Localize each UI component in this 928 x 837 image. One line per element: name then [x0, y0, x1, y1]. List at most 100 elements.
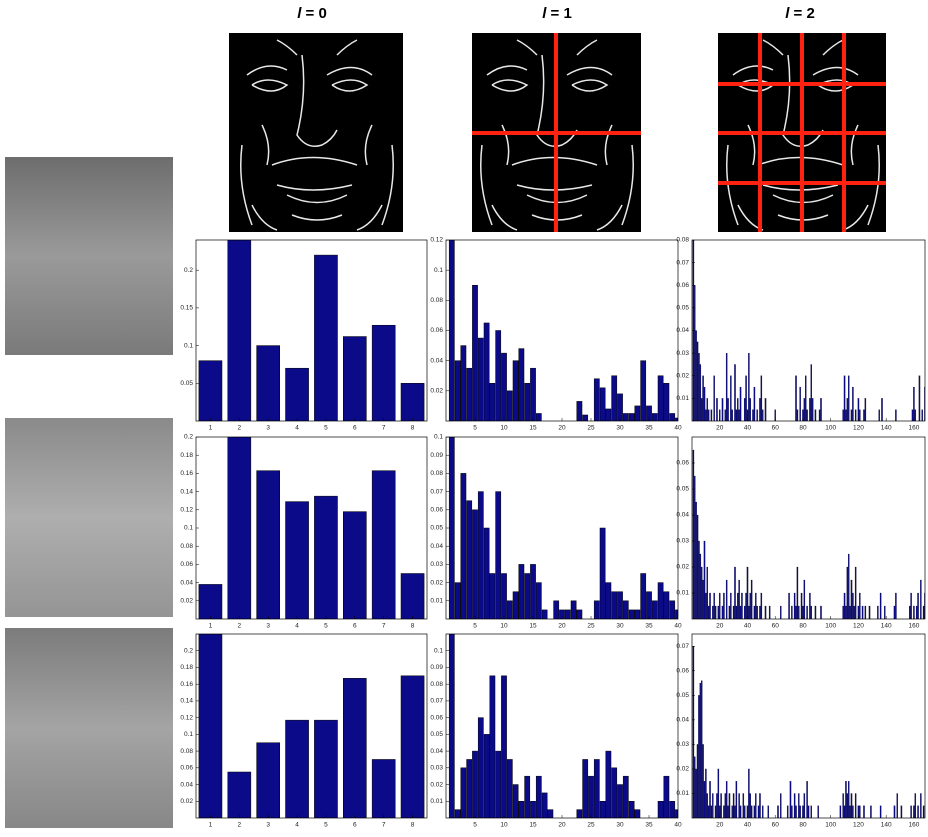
x-tick-label: 3 — [266, 623, 270, 630]
bar — [805, 376, 806, 421]
bar — [740, 606, 741, 619]
y-tick-label: 0.08 — [430, 297, 443, 304]
y-tick-label: 0.14 — [180, 488, 193, 495]
level-symbol: l — [785, 5, 790, 22]
bar — [721, 793, 722, 818]
column-header: l = 0 — [297, 5, 327, 22]
bar — [809, 593, 810, 619]
bar — [606, 409, 611, 421]
bar — [455, 583, 460, 619]
y-tick-label: 0.2 — [184, 434, 193, 441]
x-tick-label: 30 — [616, 623, 624, 630]
bar — [780, 606, 781, 619]
x-tick-label: 100 — [825, 623, 836, 630]
bar — [765, 398, 766, 421]
bar — [623, 776, 628, 818]
x-tick-label: 20 — [558, 425, 566, 432]
y-tick-label: 0.06 — [676, 668, 689, 675]
bar — [812, 398, 813, 421]
bar — [741, 593, 742, 619]
bar — [617, 592, 622, 619]
bar — [729, 606, 730, 619]
bar — [496, 492, 501, 619]
bar — [820, 606, 821, 619]
y-tick-label: 0.01 — [676, 395, 689, 402]
bar — [536, 413, 541, 421]
column-header: l = 2 — [785, 5, 815, 22]
bar — [455, 361, 460, 421]
edge-maps — [229, 33, 886, 232]
bar — [652, 601, 657, 619]
bar — [199, 634, 222, 818]
bar — [800, 387, 801, 421]
x-tick-label: 35 — [645, 425, 653, 432]
level-value: = 0 — [306, 5, 327, 22]
x-tick-label: 60 — [772, 623, 780, 630]
bar — [606, 751, 611, 818]
bar — [577, 401, 582, 421]
bar — [449, 634, 454, 818]
bar — [759, 606, 760, 619]
bar — [700, 554, 701, 619]
bar — [702, 744, 703, 818]
bar — [714, 376, 715, 421]
bar — [730, 376, 731, 421]
bar — [707, 398, 708, 421]
x-tick-label: 5 — [324, 425, 328, 432]
y-tick-label: 0.04 — [430, 543, 443, 550]
bar — [859, 410, 860, 421]
y-tick-label: 0.02 — [430, 388, 443, 395]
bar — [467, 368, 472, 421]
y-tick-label: 0.06 — [430, 327, 443, 334]
bar — [641, 574, 646, 620]
bar — [751, 806, 752, 818]
bar — [286, 720, 309, 818]
face-images — [5, 157, 173, 828]
y-tick-label: 0.06 — [676, 460, 689, 467]
bar — [496, 751, 501, 818]
bar — [696, 769, 697, 818]
bar — [791, 606, 792, 619]
bar — [917, 593, 918, 619]
bar — [755, 793, 756, 818]
bar — [895, 410, 896, 421]
x-tick-label: 8 — [411, 822, 415, 829]
bar — [711, 410, 712, 421]
bar — [809, 398, 810, 421]
bar — [704, 387, 705, 421]
bar — [507, 759, 512, 818]
x-tick-label: 4 — [295, 822, 299, 829]
bar — [806, 781, 807, 818]
bar — [697, 342, 698, 421]
bar — [801, 593, 802, 619]
bar — [847, 567, 848, 619]
y-tick-label: 0.1 — [434, 647, 443, 654]
bar — [794, 793, 795, 818]
bar — [804, 793, 805, 818]
face-photo — [5, 418, 173, 617]
column-header: l = 1 — [542, 5, 572, 22]
bar — [548, 810, 553, 818]
bar — [761, 376, 762, 421]
bar — [635, 610, 640, 619]
bar — [849, 606, 850, 619]
bar — [501, 574, 506, 620]
y-tick-label: 0.05 — [676, 305, 689, 312]
bar — [467, 759, 472, 818]
bar — [790, 781, 791, 818]
y-tick-label: 0.02 — [676, 564, 689, 571]
y-tick-label: 0.05 — [180, 380, 193, 387]
bar — [697, 515, 698, 619]
bar — [478, 492, 483, 619]
bar — [490, 676, 495, 818]
level-symbol: l — [297, 5, 302, 22]
bar — [701, 681, 702, 818]
bar — [920, 580, 921, 619]
bar — [734, 364, 735, 421]
x-tick-label: 140 — [881, 425, 892, 432]
x-tick-label: 2 — [238, 425, 242, 432]
bar — [629, 413, 634, 421]
bar — [629, 610, 634, 619]
bar — [912, 410, 913, 421]
bar — [577, 810, 582, 818]
